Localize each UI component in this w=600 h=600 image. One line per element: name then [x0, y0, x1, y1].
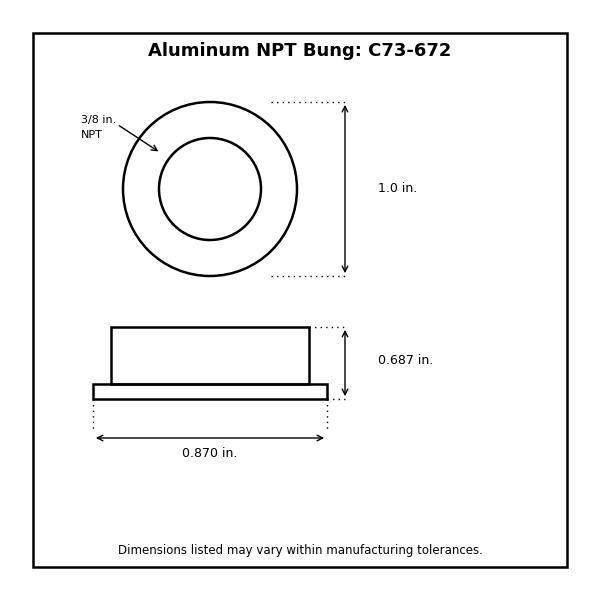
Bar	[93, 384, 327, 399]
Text: 1.0 in.: 1.0 in.	[378, 182, 417, 196]
Text: 0.870 in.: 0.870 in.	[182, 447, 238, 460]
Bar	[33, 33, 567, 567]
Text: NPT: NPT	[81, 130, 103, 140]
Text: 0.687 in.: 0.687 in.	[378, 353, 433, 367]
Text: Dimensions listed may vary within manufacturing tolerances.: Dimensions listed may vary within manufa…	[118, 544, 482, 557]
Bar	[111, 327, 309, 384]
Text: 3/8 in.: 3/8 in.	[81, 115, 116, 125]
Text: Aluminum NPT Bung: C73-672: Aluminum NPT Bung: C73-672	[148, 42, 452, 60]
